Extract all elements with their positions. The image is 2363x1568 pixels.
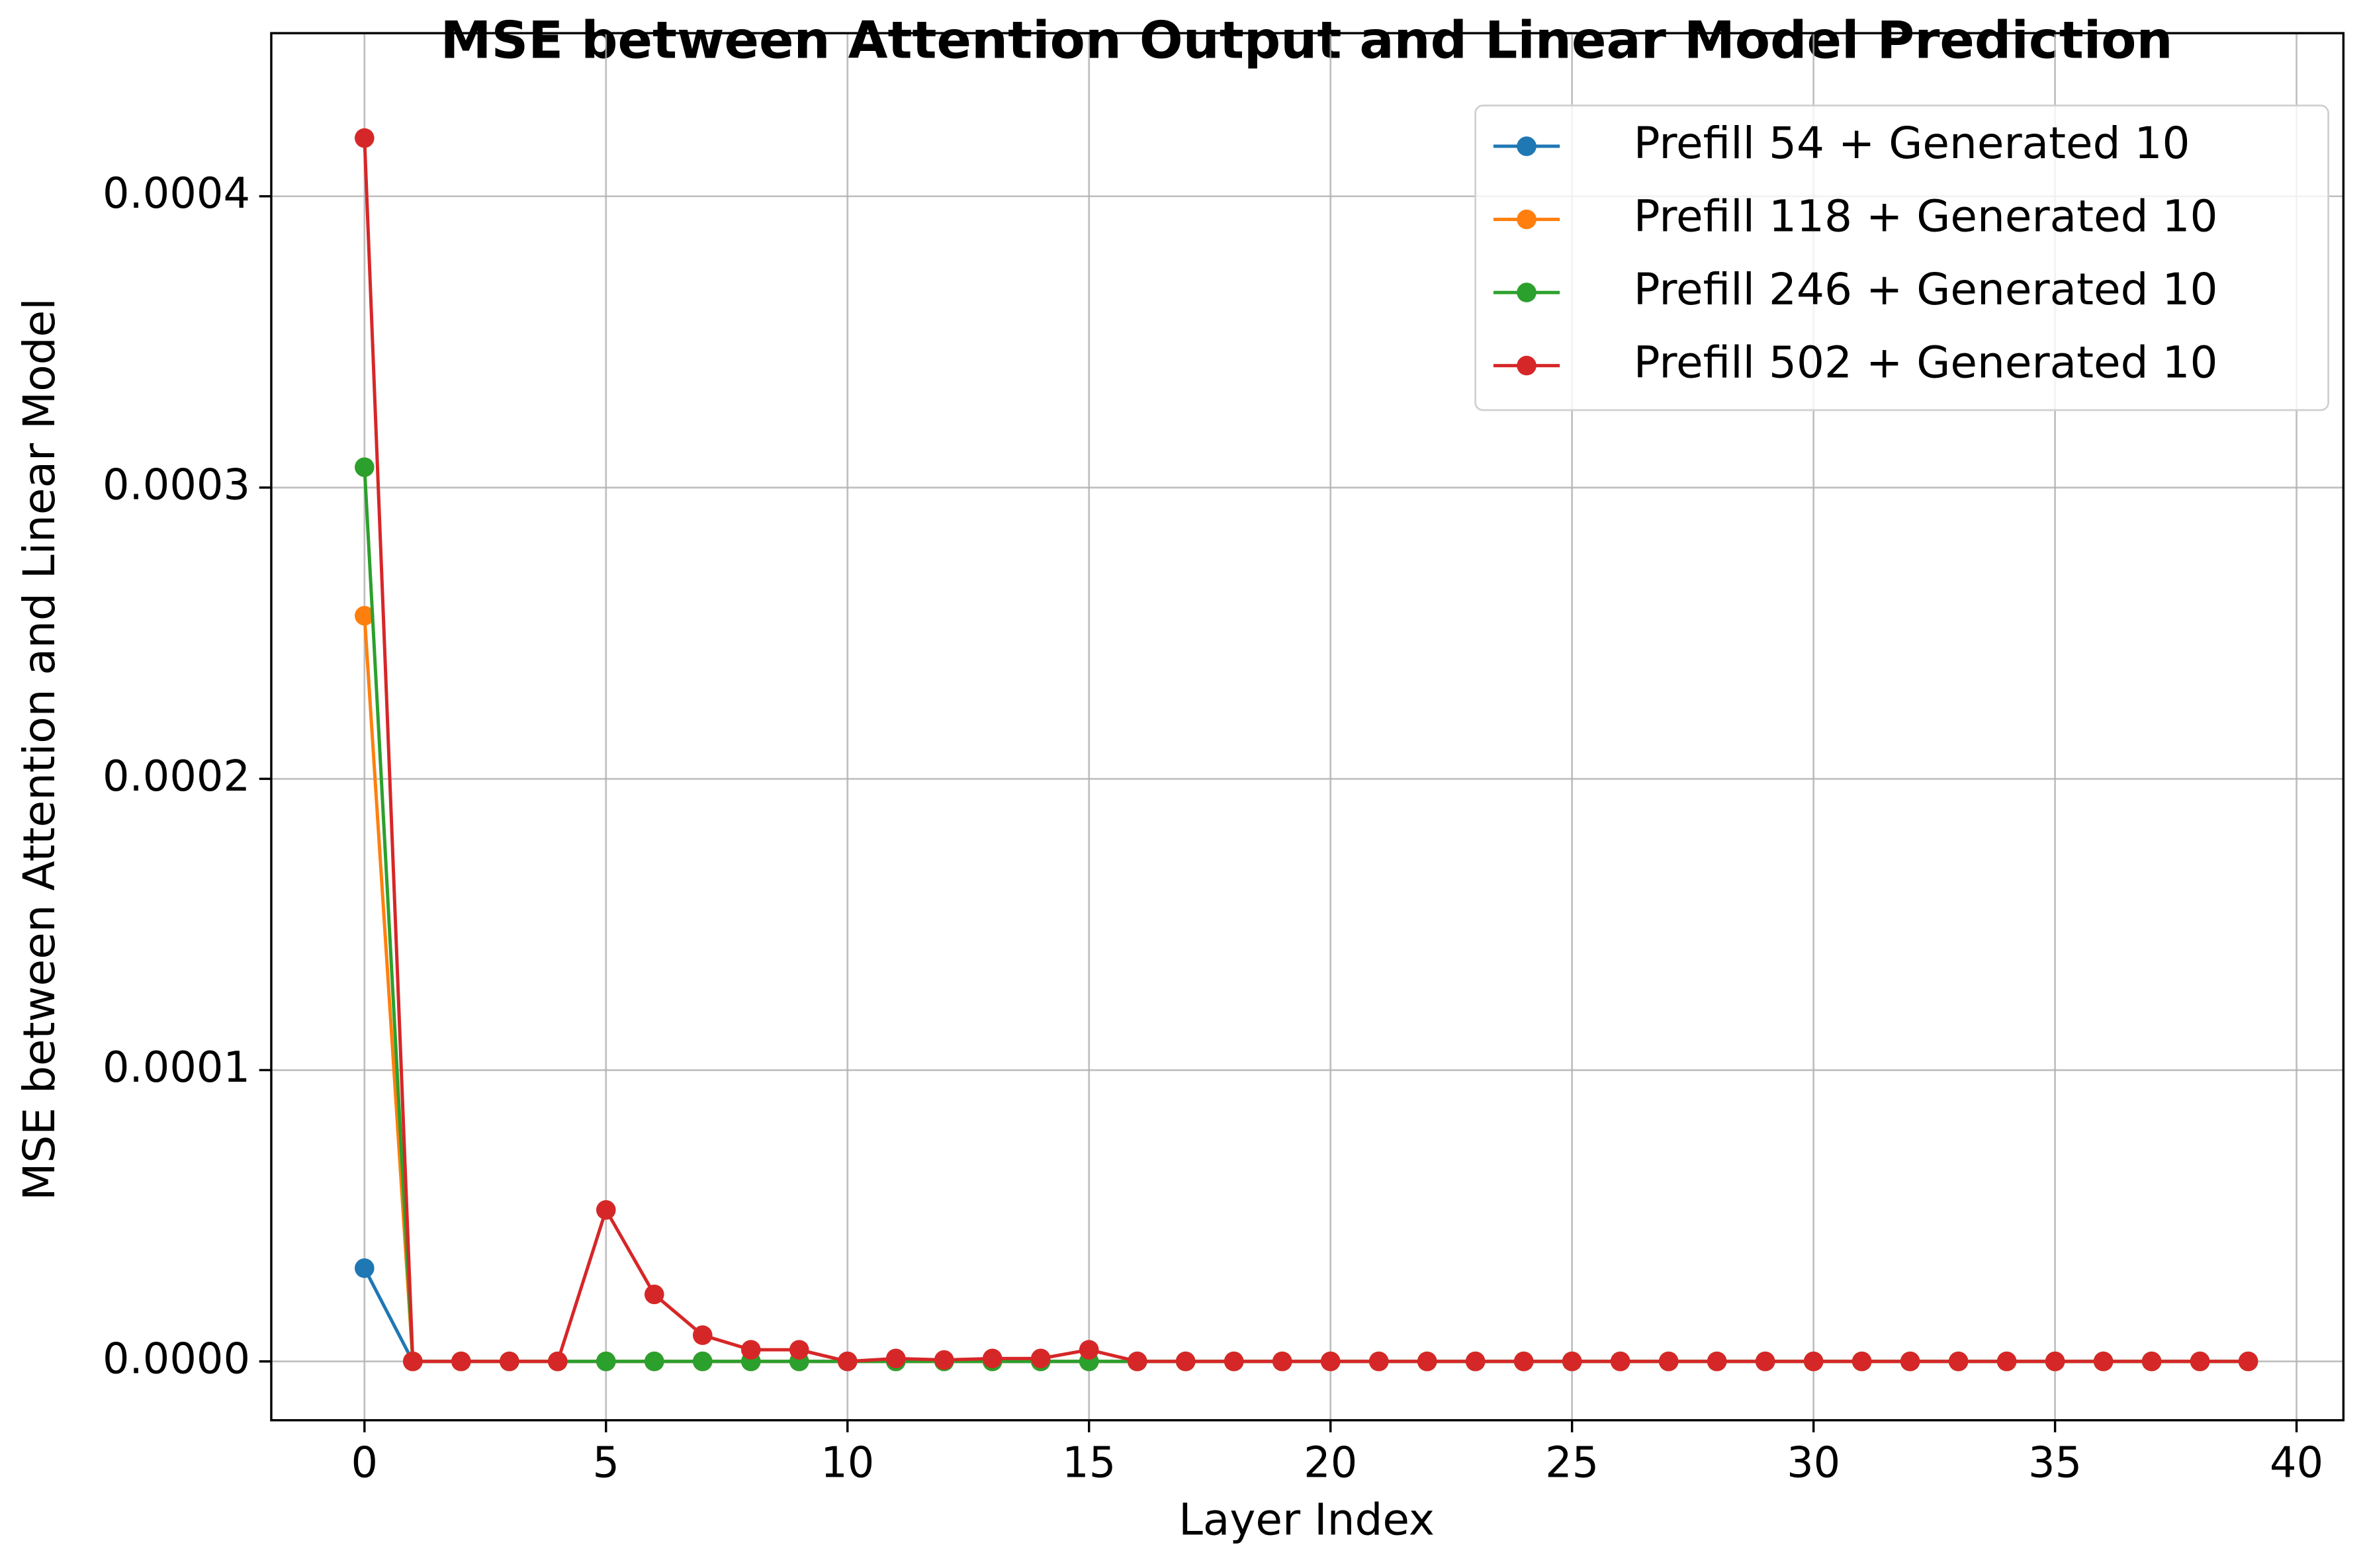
x-tick-label: 35: [2028, 1439, 2082, 1488]
data-point: [355, 605, 375, 626]
x-tick-label: 20: [1304, 1439, 1357, 1488]
data-point: [692, 1351, 713, 1372]
y-tick-label: 0.0001: [103, 1043, 250, 1092]
data-point: [1900, 1351, 1920, 1372]
data-point: [740, 1340, 761, 1360]
y-tick-label: 0.0003: [103, 460, 250, 509]
y-tick-label: 0.0000: [103, 1334, 250, 1383]
x-tick-label: 0: [351, 1439, 379, 1488]
data-point: [1996, 1351, 2017, 1372]
data-point: [1513, 1351, 1534, 1372]
data-point: [1851, 1351, 1872, 1372]
y-tick-label: 0.0004: [103, 169, 250, 218]
legend-label: Prefill 54 + Generated 10: [1634, 118, 2190, 169]
x-tick-label: 10: [821, 1439, 874, 1488]
data-point: [1320, 1351, 1341, 1372]
data-point: [596, 1199, 616, 1220]
data-point: [1175, 1351, 1196, 1372]
data-point: [644, 1284, 664, 1305]
x-tick-label: 25: [1545, 1439, 1599, 1488]
series-line: [363, 138, 2249, 1364]
data-point: [1030, 1348, 1051, 1369]
data-point: [1658, 1351, 1679, 1372]
legend-label: Prefill 118 + Generated 10: [1634, 191, 2218, 242]
data-point: [2238, 1351, 2258, 1372]
data-point: [1465, 1351, 1486, 1372]
y-tick-label: 0.0002: [103, 752, 250, 801]
legend-marker: [1517, 355, 1537, 376]
data-point: [1803, 1351, 1824, 1372]
data-point: [1127, 1351, 1147, 1372]
x-tick-label: 5: [593, 1439, 620, 1488]
chart-title: MSE between Attention Output and Linear …: [440, 11, 2172, 71]
legend-marker: [1517, 283, 1537, 302]
series-line: [363, 615, 2249, 1364]
data-point: [837, 1351, 858, 1372]
legend-box: [1474, 105, 2329, 412]
data-point: [885, 1348, 906, 1369]
data-point: [1948, 1351, 1969, 1372]
data-point: [1562, 1351, 1582, 1372]
x-tick-label: 40: [2270, 1439, 2323, 1488]
data-point: [1368, 1351, 1389, 1372]
data-point: [982, 1348, 1003, 1369]
data-point: [2093, 1351, 2114, 1372]
data-point: [596, 1351, 616, 1372]
data-point: [355, 1258, 375, 1278]
x-tick-label: 30: [1787, 1439, 1840, 1488]
data-point: [403, 1351, 423, 1372]
data-point: [1272, 1351, 1292, 1372]
data-point: [1610, 1351, 1630, 1372]
data-point: [355, 457, 375, 477]
data-point: [1079, 1340, 1099, 1360]
data-point: [1417, 1351, 1437, 1372]
series-line: [363, 466, 2249, 1364]
data-point: [934, 1350, 954, 1370]
data-point: [1707, 1351, 1727, 1372]
y-axis-label: MSE between Attention and Linear Model: [14, 298, 65, 1200]
plot-frame: [270, 32, 2345, 1422]
data-point: [355, 128, 375, 148]
data-point: [499, 1351, 519, 1372]
legend-marker: [1517, 136, 1537, 156]
data-point: [789, 1340, 809, 1360]
data-point: [1224, 1351, 1244, 1372]
legend-label: Prefill 246 + Generated 10: [1634, 264, 2218, 315]
data-point: [2141, 1351, 2162, 1372]
data-point: [2190, 1351, 2210, 1372]
data-point: [2045, 1351, 2065, 1372]
legend-label: Prefill 502 + Generated 10: [1634, 337, 2218, 388]
x-tick-label: 15: [1062, 1439, 1116, 1488]
data-point: [547, 1351, 568, 1372]
data-point: [692, 1325, 713, 1345]
data-point: [1755, 1351, 1775, 1372]
data-point: [451, 1351, 471, 1372]
legend-marker: [1517, 209, 1537, 230]
x-axis-label: Layer Index: [1179, 1495, 1435, 1546]
legend: Prefill 54 + Generated 10 Prefill 118 + G…: [1474, 105, 2329, 412]
data-point: [644, 1351, 664, 1372]
